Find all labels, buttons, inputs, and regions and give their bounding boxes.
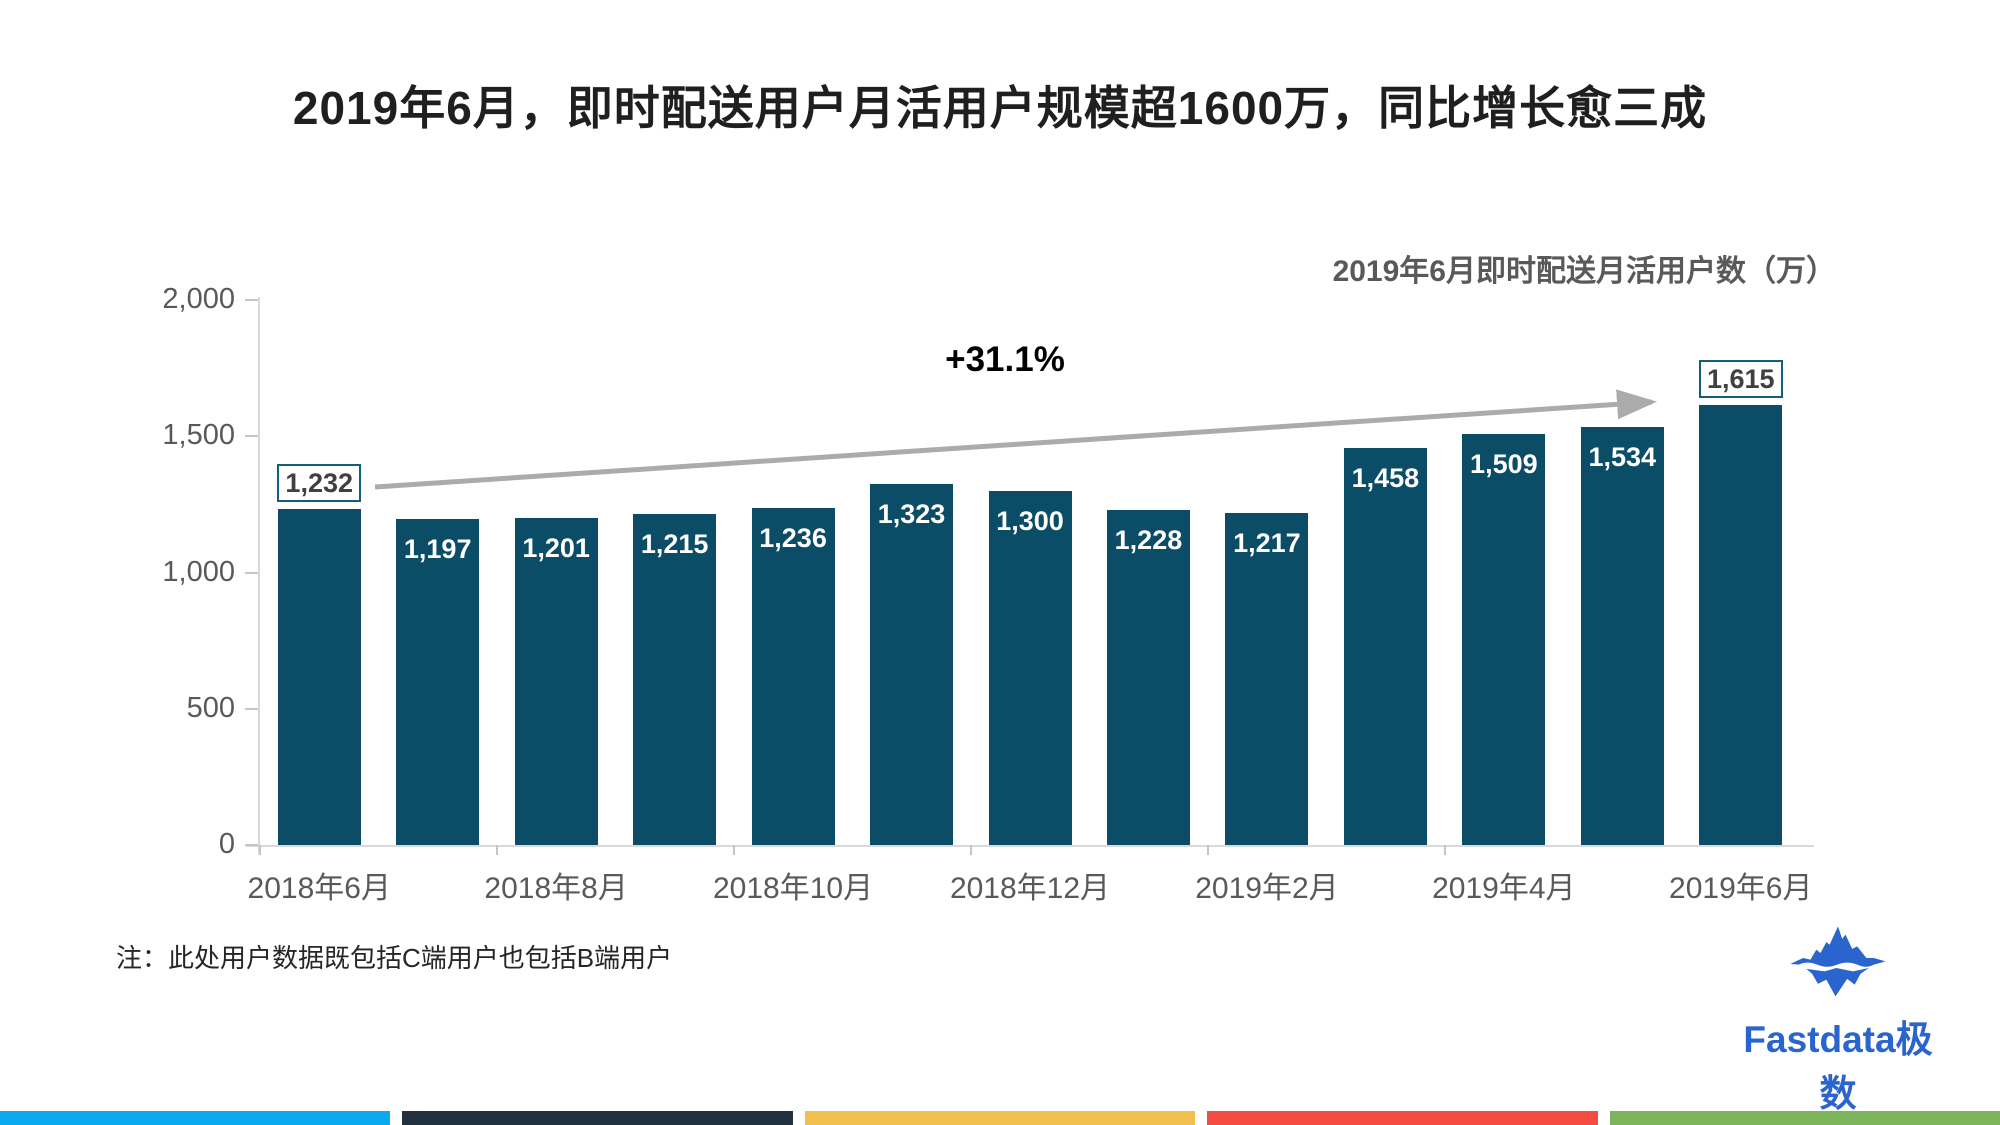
iceberg-icon [1790, 926, 1886, 997]
x-axis-tick [259, 845, 261, 855]
x-axis-tick [495, 845, 498, 855]
bar [1699, 405, 1783, 845]
x-axis-label: 2019年6月 [1669, 872, 1813, 905]
bar: 1,534 [1580, 427, 1664, 845]
x-axis-tick [732, 845, 735, 855]
bar-value-label: 1,215 [640, 529, 709, 559]
y-axis-label: 1,000 [162, 555, 235, 588]
x-axis-label: 2018年6月 [247, 872, 391, 905]
x-axis-label: 2019年4月 [1432, 872, 1576, 905]
x-axis-label: 2018年8月 [484, 872, 628, 905]
page-title: 2019年6月，即时配送用户月活用户规模超1600万，同比增长愈三成 [292, 82, 1708, 134]
bar-value-label: 1,458 [1351, 463, 1420, 493]
logo: Fastdata极数 [1728, 916, 1948, 1117]
bar: 1,236 [751, 508, 835, 845]
x-axis-label: 2018年12月 [949, 872, 1111, 905]
x-axis-line [246, 845, 1814, 847]
growth-annotation: +31.1% [945, 340, 1065, 379]
bar-value-label: 1,201 [522, 533, 590, 563]
x-axis-label: 2018年10月 [713, 872, 874, 905]
footer-stripe-segment [0, 1111, 391, 1125]
bar-value-label: 1,228 [1114, 525, 1183, 555]
y-axis-tick [245, 571, 258, 574]
footnote: 注：此处用户数据既包括C端用户也包括B端用户 [116, 943, 673, 973]
y-axis-line [258, 297, 260, 855]
y-axis-tick [245, 299, 258, 301]
x-axis-tick [1443, 845, 1446, 855]
bar-value-label: 1,217 [1233, 528, 1301, 558]
y-axis-label: 2,000 [162, 283, 235, 315]
bar-chart: +31.1% 0 500 1,000 1,500 2,000 1,232 1,197 1,20… [162, 283, 1814, 905]
bar-value-label: 1,509 [1470, 449, 1538, 479]
x-axis-tick [1206, 845, 1209, 855]
trend-arrow [374, 389, 1657, 490]
bar: 1,217 [1225, 513, 1309, 845]
footer-stripe-segment [402, 1111, 793, 1125]
bar-value-callout: 1,615 [1698, 360, 1783, 398]
bar [277, 509, 361, 845]
bar: 1,323 [870, 484, 954, 845]
logo-text: Fastdata极数 [1743, 1019, 1933, 1114]
bar: 1,300 [988, 491, 1072, 845]
footer-stripe-segment [1207, 1111, 1598, 1125]
y-axis-label: 500 [186, 691, 235, 724]
bar-value-label: 1,534 [1588, 442, 1657, 472]
bar: 1,228 [1106, 510, 1190, 845]
footer-stripe-segment [804, 1111, 1196, 1125]
bar-value-label: 1,323 [877, 499, 946, 529]
bar: 1,215 [633, 514, 717, 845]
y-axis-tick [245, 844, 258, 846]
y-axis-label: 0 [218, 828, 235, 860]
bar-value-label: 1,197 [403, 534, 472, 564]
bar-value-callout: 1,232 [277, 464, 362, 502]
footer-stripe-segment [1609, 1111, 2000, 1125]
x-axis-tick [969, 845, 972, 855]
bar: 1,509 [1462, 434, 1546, 845]
y-axis-tick [245, 435, 258, 438]
bar: 1,201 [514, 518, 598, 845]
bar-value-label: 1,236 [759, 523, 827, 553]
y-axis-label: 1,500 [162, 419, 235, 452]
chart-title: 2019年6月即时配送月活用户数（万） [1332, 255, 1836, 288]
bar: 1,458 [1343, 448, 1427, 845]
x-axis-label: 2019年2月 [1195, 872, 1339, 905]
y-axis-tick [245, 707, 258, 710]
footer-stripe [0, 1111, 2000, 1125]
bar: 1,197 [396, 519, 480, 845]
bar-value-label: 1,300 [996, 506, 1064, 536]
